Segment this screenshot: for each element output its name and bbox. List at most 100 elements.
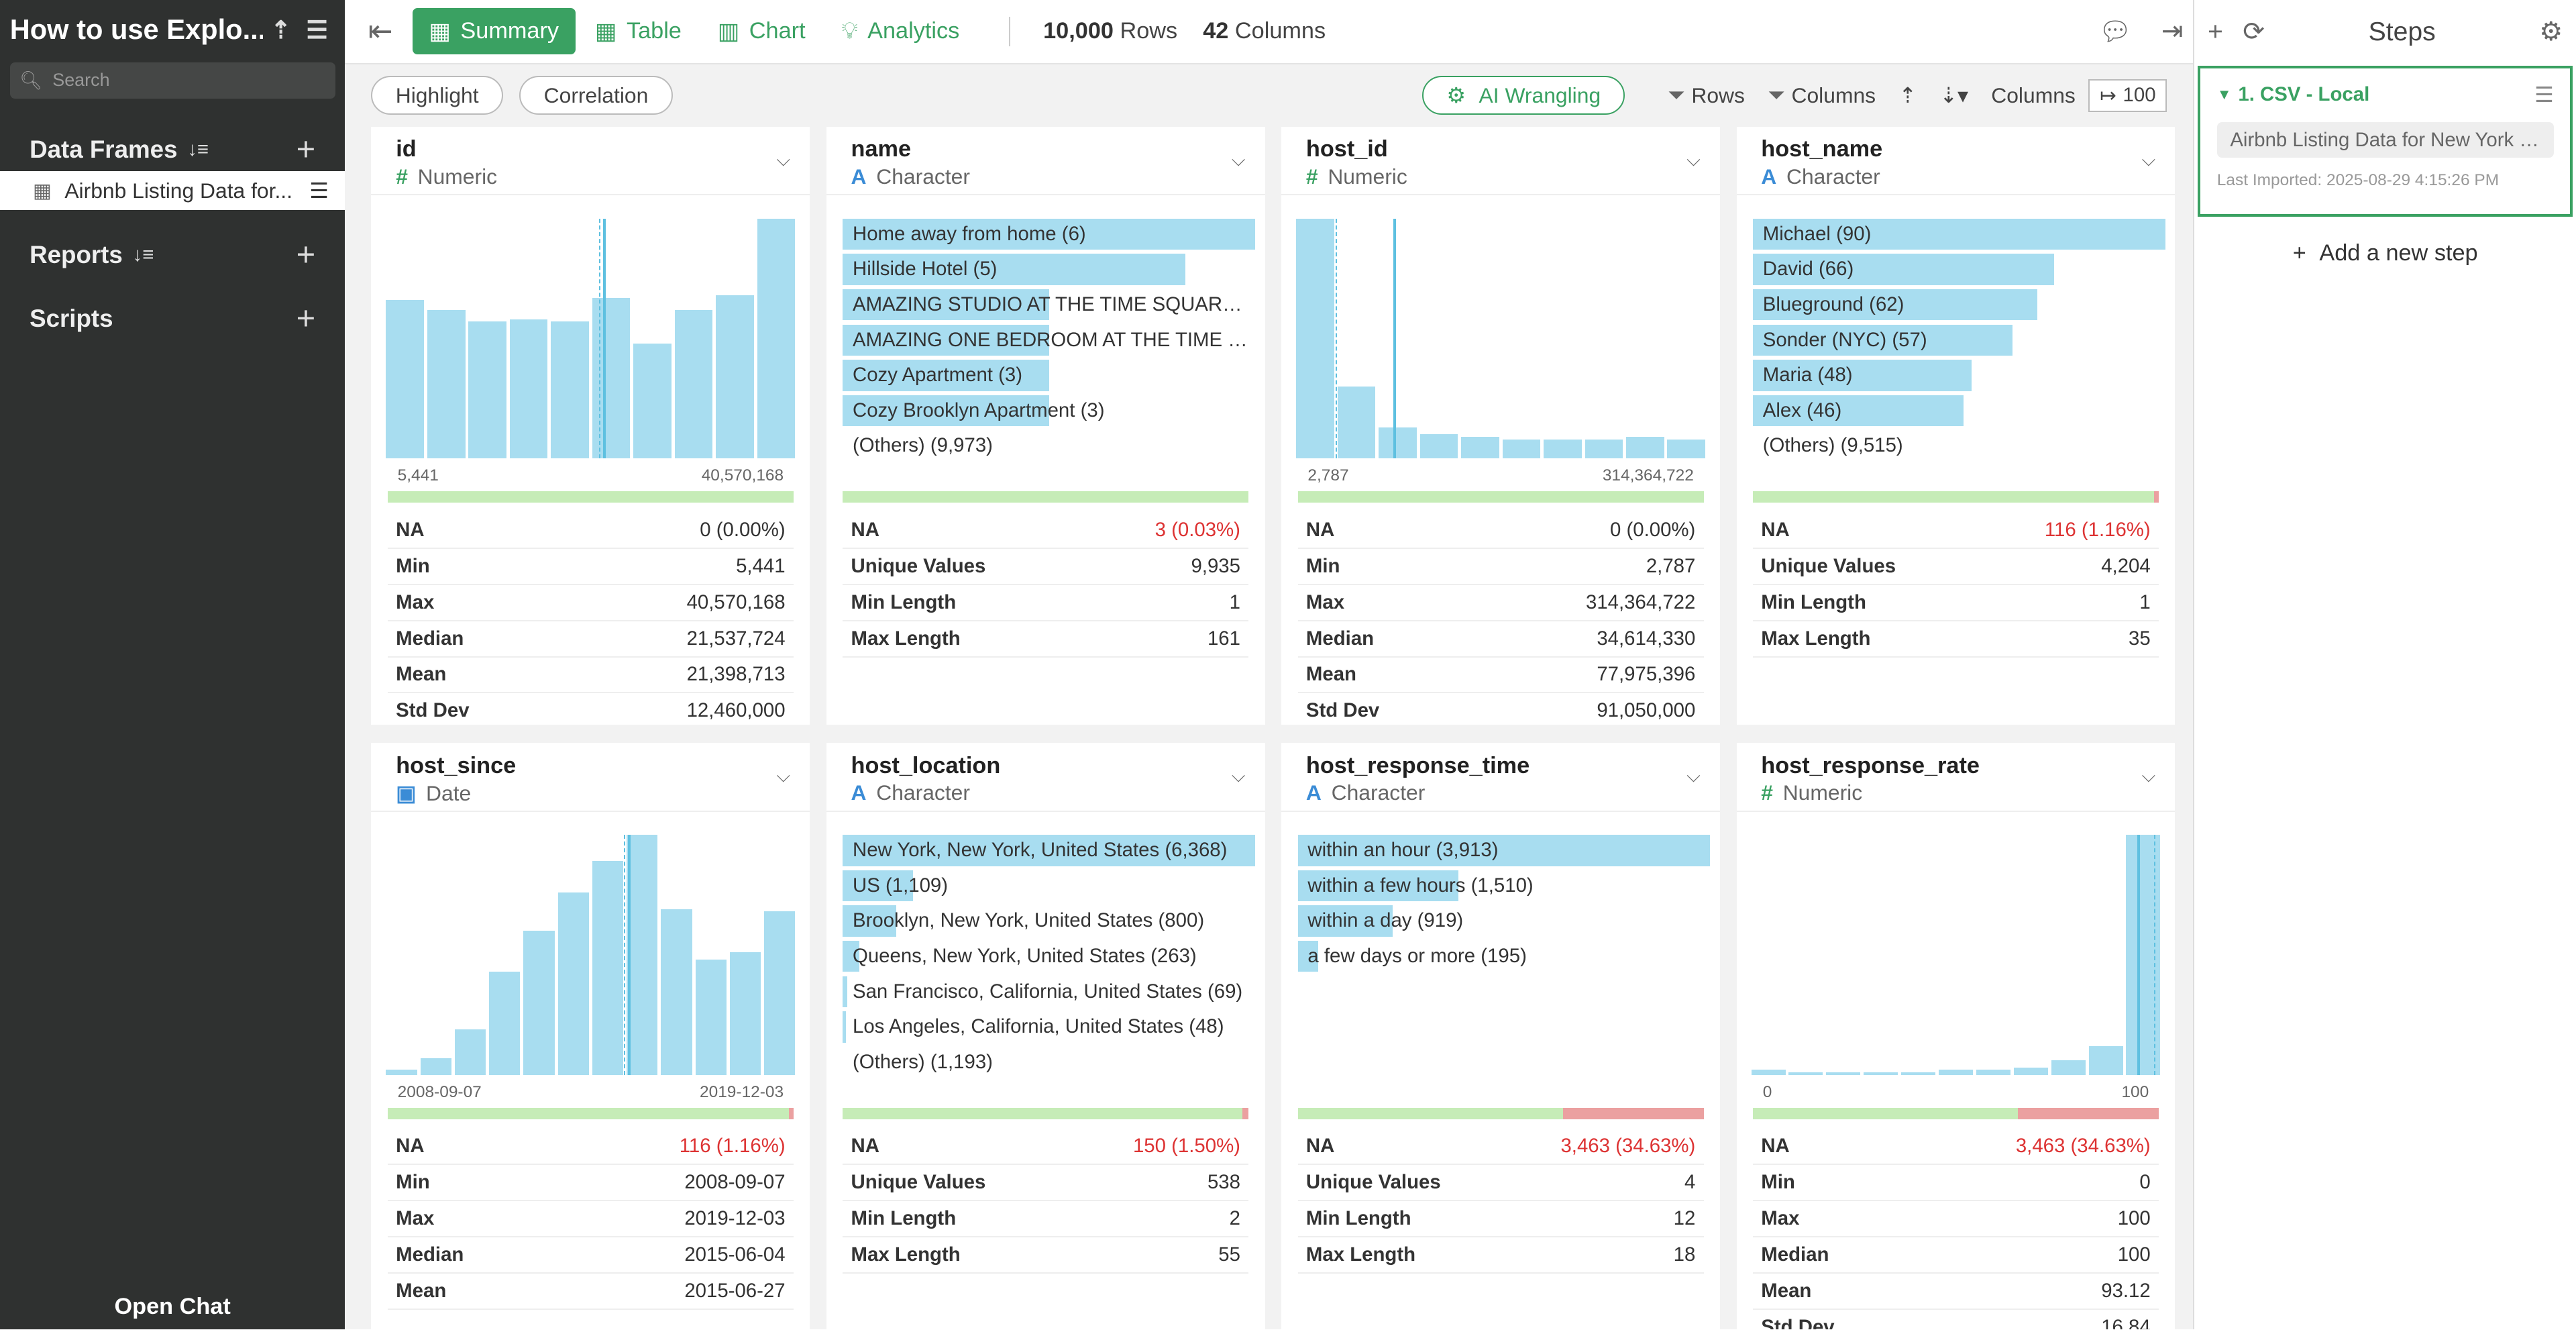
histogram-bar[interactable] bbox=[763, 911, 796, 1075]
histogram-bar[interactable] bbox=[1751, 1070, 1786, 1075]
histogram-bar[interactable] bbox=[1788, 1072, 1823, 1075]
histogram-bar[interactable] bbox=[1296, 218, 1334, 459]
histogram-bar[interactable] bbox=[2126, 835, 2161, 1075]
category-bar[interactable]: (Others) (9,973) bbox=[843, 430, 1255, 462]
histogram-bar[interactable] bbox=[2088, 1045, 2123, 1075]
histogram-bar[interactable] bbox=[557, 892, 589, 1075]
collapse-right-panel-icon[interactable]: ⇥ bbox=[2161, 17, 2184, 46]
category-bar[interactable]: US (1,109) bbox=[843, 870, 1255, 902]
category-bar[interactable]: Queens, New York, United States (263) bbox=[843, 940, 1255, 972]
histogram-bar[interactable] bbox=[1419, 434, 1458, 459]
settings-sliders-icon[interactable]: ⚙ bbox=[2539, 17, 2563, 47]
search-input[interactable]: 🔍︎ Search bbox=[9, 62, 335, 99]
histogram-bar[interactable] bbox=[1864, 1072, 1898, 1075]
sort-icon[interactable]: ↓≡ bbox=[187, 138, 209, 160]
export-icon[interactable]: ⇡ bbox=[270, 15, 292, 44]
sidebar-item-airbnb-data[interactable]: ▦ Airbnb Listing Data for... ☰ bbox=[0, 170, 345, 211]
histogram-bar[interactable] bbox=[1379, 427, 1417, 459]
category-bar[interactable]: New York, New York, United States (6,368… bbox=[843, 835, 1255, 866]
item-menu-icon[interactable]: ☰ bbox=[309, 178, 329, 203]
chevron-down-icon[interactable]: ⌵ bbox=[776, 149, 790, 170]
histogram-bar[interactable] bbox=[1544, 439, 1582, 459]
tab-summary[interactable]: ▦ Summary bbox=[412, 8, 576, 55]
histogram-bar[interactable] bbox=[1939, 1070, 1973, 1075]
rows-filter-button[interactable]: ⏷ Rows bbox=[1668, 83, 1745, 108]
histogram-bar[interactable] bbox=[1901, 1072, 1936, 1075]
upload-icon[interactable]: ⇡ bbox=[1898, 83, 1917, 108]
histogram-bar[interactable] bbox=[454, 1029, 486, 1075]
chevron-down-icon[interactable]: ⌵ bbox=[2141, 149, 2156, 170]
tab-analytics[interactable]: 💡︎ Analytics bbox=[825, 8, 976, 54]
category-bar[interactable]: Alex (46) bbox=[1753, 395, 2165, 427]
histogram-bar[interactable] bbox=[523, 931, 555, 1075]
histogram-bar[interactable] bbox=[427, 309, 466, 459]
histogram-bar[interactable] bbox=[592, 297, 631, 459]
histogram-bar[interactable] bbox=[509, 319, 548, 459]
histogram-bar[interactable] bbox=[420, 1058, 452, 1075]
histogram-bar[interactable] bbox=[757, 218, 796, 459]
histogram-bar[interactable] bbox=[489, 971, 521, 1075]
ai-wrangling-button[interactable]: ⚙ AI Wrangling bbox=[1422, 75, 1625, 115]
category-bar[interactable]: within a few hours (1,510) bbox=[1297, 870, 1711, 902]
category-bar[interactable]: Cozy Apartment (3) bbox=[843, 360, 1255, 391]
highlight-button[interactable]: Highlight bbox=[371, 75, 503, 115]
tab-chart[interactable]: ▥ Chart bbox=[701, 8, 822, 54]
reports-label[interactable]: Reports bbox=[30, 240, 123, 268]
comment-icon[interactable]: 💬︎ bbox=[2098, 17, 2132, 46]
step-card[interactable]: ▼ 1. CSV - Local ☰ Airbnb Listing Data for… bbox=[2198, 65, 2573, 217]
scripts-label[interactable]: Scripts bbox=[30, 305, 113, 333]
histogram-bar[interactable] bbox=[695, 959, 727, 1075]
project-title[interactable]: How to use Explo... bbox=[9, 13, 263, 46]
histogram-bar[interactable] bbox=[1976, 1070, 2010, 1075]
hamburger-menu-icon[interactable]: ☰ bbox=[306, 15, 329, 44]
histogram-bar[interactable] bbox=[627, 835, 658, 1075]
correlation-button[interactable]: Correlation bbox=[519, 75, 673, 115]
category-bar[interactable]: San Francisco, California, United States… bbox=[843, 976, 1255, 1008]
histogram-bar[interactable] bbox=[1337, 386, 1376, 459]
histogram-bar[interactable] bbox=[716, 295, 754, 459]
chevron-down-icon[interactable]: ⌵ bbox=[1231, 149, 1246, 170]
histogram-bar[interactable] bbox=[1625, 437, 1664, 459]
add-data-frame-icon[interactable]: + bbox=[296, 131, 316, 168]
histogram-bar[interactable] bbox=[468, 321, 506, 459]
step-menu-icon[interactable]: ☰ bbox=[2534, 82, 2554, 107]
category-bar[interactable]: Brooklyn, New York, United States (800) bbox=[843, 905, 1255, 937]
category-bar[interactable]: (Others) (1,193) bbox=[843, 1047, 1255, 1078]
category-bar[interactable]: Michael (90) bbox=[1753, 218, 2165, 250]
category-bar[interactable]: Cozy Brooklyn Apartment (3) bbox=[843, 395, 1255, 427]
histogram-bar[interactable] bbox=[729, 952, 761, 1075]
open-chat-button[interactable]: Open Chat bbox=[114, 1293, 231, 1319]
sort-icon[interactable]: ↓≡ bbox=[132, 243, 154, 266]
data-frames-label[interactable]: Data Frames bbox=[30, 135, 178, 163]
histogram-bar[interactable] bbox=[1461, 437, 1499, 459]
histogram-bar[interactable] bbox=[661, 909, 692, 1075]
chevron-down-icon[interactable]: ⌵ bbox=[1686, 149, 1701, 170]
histogram-bar[interactable] bbox=[386, 1070, 417, 1075]
category-bar[interactable]: a few days or more (195) bbox=[1297, 940, 1711, 972]
category-bar[interactable]: within an hour (3,913) bbox=[1297, 835, 1711, 866]
tab-table[interactable]: ▦ Table bbox=[578, 8, 698, 54]
add-script-icon[interactable]: + bbox=[296, 301, 316, 338]
add-step-icon[interactable]: + bbox=[2207, 17, 2223, 46]
category-bar[interactable]: Maria (48) bbox=[1753, 360, 2165, 391]
add-report-icon[interactable]: + bbox=[296, 236, 316, 273]
category-bar[interactable]: Sonder (NYC) (57) bbox=[1753, 324, 2165, 356]
collapse-sidebar-icon[interactable]: ⇤ bbox=[368, 15, 393, 48]
histogram-bar[interactable] bbox=[2013, 1067, 2048, 1075]
category-bar[interactable]: Blueground (62) bbox=[1753, 289, 2165, 321]
category-bar[interactable]: Home away from home (6) bbox=[843, 218, 1255, 250]
histogram-bar[interactable] bbox=[2051, 1060, 2086, 1075]
chevron-down-icon[interactable]: ⌵ bbox=[2141, 766, 2156, 786]
columns-filter-button[interactable]: ⏷ Columns bbox=[1768, 83, 1876, 108]
category-bar[interactable]: (Others) (9,515) bbox=[1753, 430, 2165, 462]
category-bar[interactable]: AMAZING STUDIO AT THE TIME SQUARE ... bbox=[843, 289, 1255, 321]
chevron-down-icon[interactable]: ⌵ bbox=[776, 766, 790, 786]
histogram-bar[interactable] bbox=[592, 861, 624, 1075]
chevron-down-icon[interactable]: ⌵ bbox=[1231, 766, 1246, 786]
category-bar[interactable]: within a day (919) bbox=[1297, 905, 1711, 937]
histogram-bar[interactable] bbox=[1667, 439, 1706, 459]
histogram-bar[interactable] bbox=[1585, 439, 1623, 459]
category-bar[interactable]: Los Angeles, California, United States (… bbox=[843, 1011, 1255, 1043]
histogram-bar[interactable] bbox=[1502, 439, 1541, 459]
add-new-step-button[interactable]: + Add a new step bbox=[2194, 240, 2576, 266]
